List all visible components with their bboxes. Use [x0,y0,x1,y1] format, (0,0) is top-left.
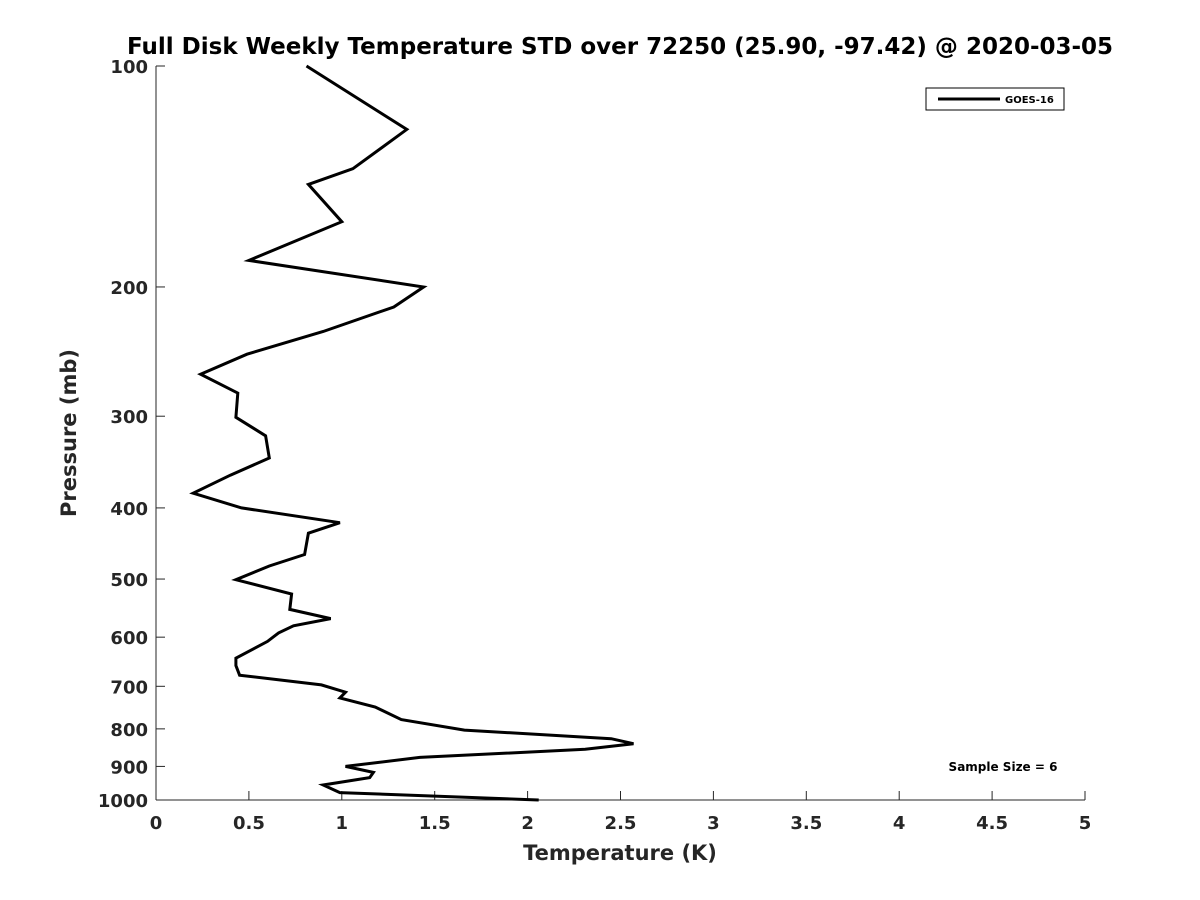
y-tick-label: 100 [110,57,148,78]
plot-area: 0 0.5 1 1.5 2 2.5 3 3.5 4 4.5 5 100 200 300 400 500 600… [98,57,1091,834]
y-tick-label: 400 [110,499,148,520]
y-tick-label: 300 [110,407,148,428]
x-tick-label: 4 [893,813,906,834]
x-tick-label: 0 [150,813,163,834]
y-tick-label: 600 [110,628,148,649]
chart-title: Full Disk Weekly Temperature STD over 72… [127,34,1113,60]
x-tick-label: 1 [336,813,349,834]
y-tick-label: 800 [110,720,148,741]
x-tick-label: 2 [521,813,534,834]
series-line-goes16 [189,64,634,802]
y-axis-label: Pressure (mb) [57,349,81,517]
x-tick-label: 3 [707,813,720,834]
y-tick-label: 700 [110,677,148,698]
x-tick-label: 0.5 [233,813,265,834]
y-tick-label: 1000 [98,791,148,812]
x-tick-label: 3.5 [790,813,822,834]
legend: GOES-16 [925,87,1065,111]
x-ticks: 0 0.5 1 1.5 2 2.5 3 3.5 4 4.5 5 [150,791,1092,834]
y-tick-label: 500 [110,570,148,591]
x-axis-label: Temperature (K) [523,841,717,865]
x-tick-label: 4.5 [976,813,1008,834]
y-tick-label: 200 [110,278,148,299]
x-tick-label: 2.5 [605,813,637,834]
sample-size-annotation: Sample Size = 6 [949,760,1058,774]
x-tick-label: 1.5 [419,813,451,834]
y-tick-label: 900 [110,757,148,778]
x-tick-label: 5 [1079,813,1092,834]
legend-label: GOES-16 [1005,95,1054,106]
y-ticks: 100 200 300 400 500 600 700 800 900 1000 [98,57,165,812]
